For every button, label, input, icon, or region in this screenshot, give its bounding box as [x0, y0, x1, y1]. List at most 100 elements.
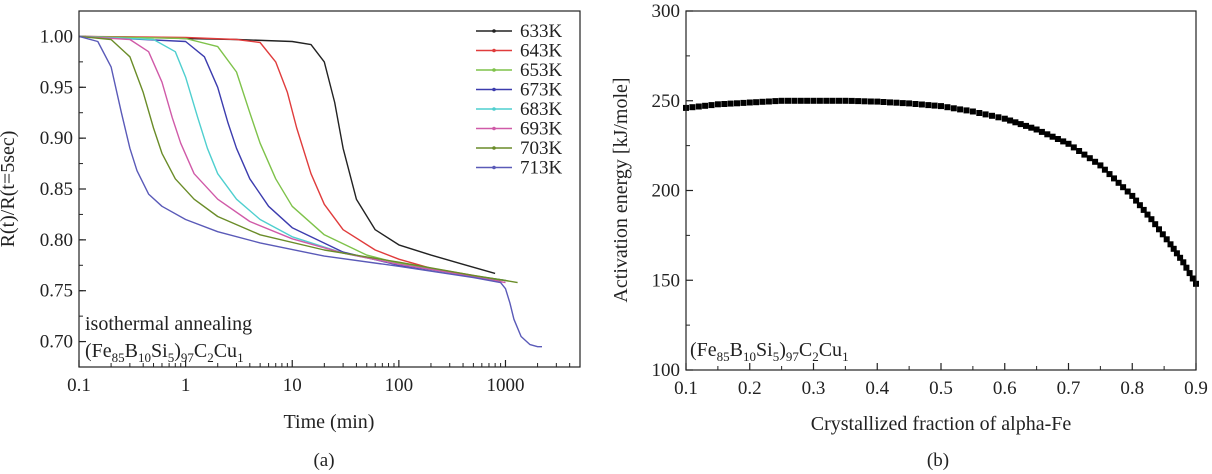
data-point — [969, 108, 976, 115]
data-point — [848, 97, 855, 104]
series-line-703K — [79, 35, 518, 284]
chart-a-frame — [78, 10, 581, 368]
data-point — [855, 98, 862, 105]
data-point — [836, 97, 842, 104]
data-point — [1033, 126, 1040, 133]
chart-b-caption: (b) — [927, 450, 949, 471]
legend-label-633K: 633K — [520, 21, 563, 42]
data-point — [708, 102, 715, 109]
chart-a-ytick-label: 0.95 — [40, 77, 73, 98]
chart-b-tick-labels: 0.1 0.2 0.3 0.4 0.5 0.6 0.7 0.8 0.9 100 150 200 250 3… — [652, 1, 1208, 399]
series-line-713K — [79, 35, 542, 348]
data-point — [772, 98, 779, 105]
chart-b-ytick-label: 100 — [652, 360, 681, 381]
chart-b-frame — [685, 10, 1197, 371]
data-point — [976, 110, 983, 116]
legend-label-683K: 683K — [520, 99, 563, 120]
legend-marker-703K — [492, 146, 496, 150]
data-point — [1017, 121, 1024, 128]
series-line-643K — [79, 35, 501, 282]
chart-b-ytick-label: 150 — [652, 270, 681, 291]
data-point — [1092, 158, 1099, 165]
chart-a-ytick-label: 0.70 — [40, 332, 73, 353]
data-point — [1120, 184, 1127, 191]
data-point — [938, 103, 944, 110]
chart-b-xtick-label: 0.9 — [1184, 378, 1208, 399]
chart-a-ticks — [78, 10, 581, 368]
data-point — [887, 99, 893, 106]
legend-label-643K: 643K — [520, 41, 563, 62]
data-point — [867, 98, 874, 105]
chart-b-xtick-label: 0.7 — [1057, 378, 1081, 399]
data-point — [1111, 175, 1117, 182]
data-point — [1044, 131, 1051, 138]
data-point — [1101, 166, 1108, 173]
chart-b-ytick-label: 300 — [652, 1, 681, 22]
data-point — [931, 102, 938, 109]
data-point — [1060, 138, 1067, 145]
data-point — [1129, 192, 1136, 199]
data-point — [727, 100, 734, 107]
chart-a-xtick-label: 10 — [283, 375, 302, 396]
data-point — [842, 97, 849, 104]
data-point — [1076, 148, 1083, 154]
data-point — [746, 99, 753, 106]
chart-b-xlabel: Crystallized fraction of alpha-Fe — [811, 413, 1072, 435]
legend-marker-673K — [492, 87, 496, 92]
data-point — [1065, 140, 1072, 147]
chart-a-xtick-label: 100 — [385, 375, 414, 396]
data-point — [1115, 179, 1122, 186]
chart-b-xtick-label: 0.3 — [802, 378, 826, 399]
legend-marker-693K — [492, 126, 496, 131]
series-line-653K — [79, 35, 506, 282]
chart-b-xtick-label: 0.4 — [865, 378, 889, 399]
series-line-673K — [79, 35, 506, 282]
data-point — [695, 103, 702, 110]
data-point — [753, 99, 760, 106]
data-point — [989, 112, 995, 119]
chart-a-ytick-label: 1.00 — [40, 26, 73, 47]
chart-b-ticks — [685, 10, 1197, 371]
data-point — [1038, 128, 1045, 135]
data-point — [861, 98, 868, 105]
chart-a-annotation-line1: isothermal annealing — [85, 313, 252, 335]
series-line-633K — [79, 35, 496, 275]
data-point — [944, 104, 951, 111]
data-point — [950, 105, 957, 112]
data-point — [1124, 188, 1131, 195]
data-point — [1163, 236, 1170, 243]
data-point — [778, 97, 785, 104]
series-line-693K — [79, 35, 506, 284]
chart-b-xtick-label: 0.1 — [674, 378, 698, 399]
data-point — [1167, 241, 1174, 248]
legend-marker-643K — [492, 48, 496, 53]
data-point — [1180, 259, 1187, 266]
data-point — [1159, 231, 1166, 238]
chart-a-caption: (a) — [313, 450, 334, 471]
chart-b-annotation-formula: (Fe85B10Si5)97C2Cu1 — [690, 339, 849, 364]
chart-b-xtick-label: 0.6 — [993, 378, 1017, 399]
data-point — [1189, 275, 1196, 282]
chart-a-ytick-label: 0.80 — [40, 230, 73, 251]
chart-a-xtick-label: 0.1 — [67, 375, 91, 396]
legend-label-653K: 653K — [520, 60, 563, 81]
chart-a-xtick-label: 1 — [181, 375, 191, 396]
data-point — [714, 101, 721, 108]
data-point — [1177, 254, 1184, 261]
data-point — [995, 114, 1002, 121]
data-point — [963, 107, 970, 114]
data-point — [1140, 206, 1147, 213]
data-point — [1133, 197, 1140, 204]
legend-marker-653K — [492, 68, 496, 72]
data-point — [1012, 119, 1019, 126]
data-point — [880, 99, 887, 105]
data-point — [721, 101, 728, 107]
data-point — [804, 97, 811, 104]
chart-a-xtick-label: 1000 — [486, 375, 524, 396]
data-point — [1186, 270, 1193, 277]
legend-marker-683K — [492, 107, 496, 111]
data-point — [1152, 221, 1159, 228]
chart-a: 0.1 1 10 100 1000 0.70 0.75 0.80 0.85 0.90 0.95 1.0… — [0, 10, 581, 471]
data-point — [740, 99, 747, 106]
